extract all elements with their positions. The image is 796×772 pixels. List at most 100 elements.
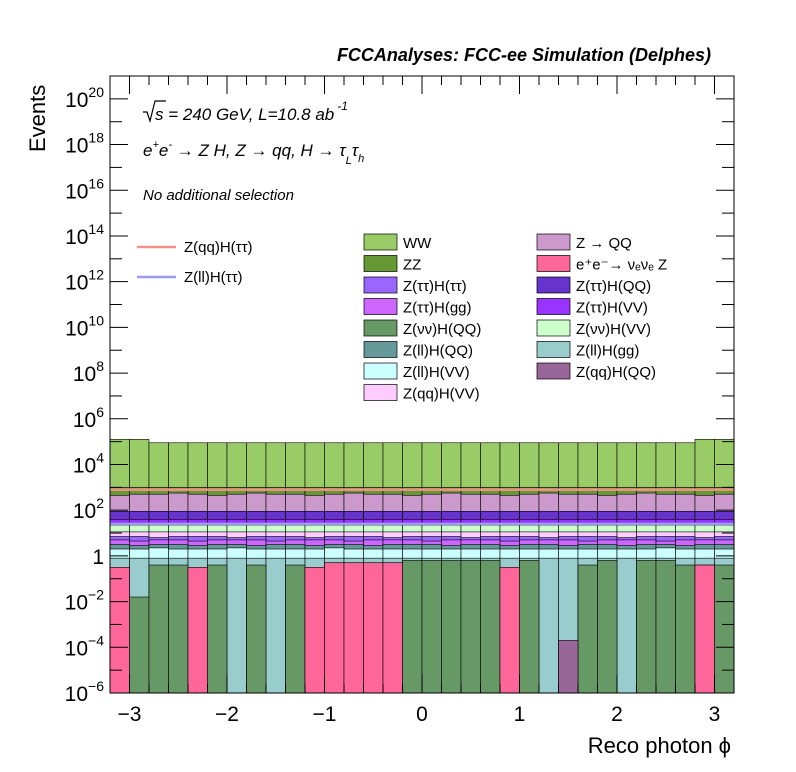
bar-e-e-z-bin-12 bbox=[343, 562, 364, 694]
legend-swatch-z-ll-h-gg bbox=[536, 341, 571, 358]
legend-label-z-h: Z(ττ)H(ττ) bbox=[403, 278, 467, 295]
svg-text:s = 240 GeV, L=10.8 ab-1: s = 240 GeV, L=10.8 ab -1 bbox=[155, 99, 348, 124]
selection-annotation: No additional selection bbox=[143, 187, 294, 204]
bar-z-h-qq-bin-7 bbox=[246, 564, 267, 694]
y-axis-label: Events bbox=[25, 85, 50, 152]
energy-annotation: s = 240 GeV, L=10.8 ab -1 bbox=[143, 99, 348, 124]
bar-z-h-qq-bin-31 bbox=[714, 564, 735, 694]
legend-label-z-qq-h-qq: Z(qq)H(QQ) bbox=[576, 364, 656, 381]
bar-z-h-qq-bin-9 bbox=[285, 564, 306, 694]
process-rest: → Z H, Z → qq, H → τ bbox=[172, 141, 347, 160]
x-tick-label: −3 bbox=[118, 703, 142, 726]
bar-e-e-z-bin-10 bbox=[304, 567, 325, 694]
bar-e-e-z-bin-4 bbox=[187, 567, 208, 694]
y-tick-label: 102 bbox=[73, 495, 104, 523]
legend-label-z-h-vv: Z(νν)H(VV) bbox=[576, 321, 651, 338]
bar-z-h-qq-bin-28 bbox=[655, 560, 676, 694]
bar-z-h-qq-bin-5 bbox=[207, 564, 228, 694]
legend-swatch-z-ll-h-vv bbox=[363, 362, 398, 380]
bar-z-h-qq-bin-19 bbox=[480, 560, 501, 694]
x-axis-label: Reco photon ϕ bbox=[588, 733, 731, 758]
legend-swatch-z-h-vv bbox=[536, 298, 571, 315]
legend-swatch-z-h-qq bbox=[536, 276, 571, 294]
bar-z-h-qq-bin-18 bbox=[460, 560, 481, 694]
x-tick-label: 1 bbox=[514, 703, 526, 726]
legend-swatch-z-qq-h-vv bbox=[363, 384, 398, 401]
svg-text:e+e- → Z H, Z → qq, H → τLτh: e+e- → Z H, Z → qq, H → τLτh bbox=[143, 139, 364, 167]
chart-title: FCCAnalyses: FCC-ee Simulation (Delphes) bbox=[337, 45, 711, 65]
energy-text: = 240 GeV, L=10.8 ab bbox=[164, 105, 335, 124]
bar-z-h-qq-bin-21 bbox=[519, 560, 540, 694]
y-tick-label: 10−4 bbox=[65, 632, 105, 660]
bar-z-h-qq-bin-3 bbox=[168, 564, 189, 694]
process-sub-h: h bbox=[358, 153, 364, 165]
legend-swatch-e-e-z bbox=[536, 255, 571, 272]
bar-z-ll-h-gg-bin-6 bbox=[226, 557, 247, 694]
y-tick-label: 10−2 bbox=[65, 587, 105, 615]
bar-z-h-qq-bin-16 bbox=[421, 560, 442, 694]
y-tick-label: 1012 bbox=[65, 267, 104, 295]
y-tick-label: 10−6 bbox=[65, 678, 105, 706]
legend-swatch-z-qq bbox=[536, 233, 571, 251]
legend-label-z-ll-h-vv: Z(ll)H(VV) bbox=[403, 364, 470, 381]
process-plus: + bbox=[152, 139, 159, 151]
energy-s: s bbox=[155, 105, 164, 124]
x-tick-label: −2 bbox=[215, 703, 239, 726]
bar-e-e-z-bin-20 bbox=[499, 567, 520, 694]
legend-label-ww: WW bbox=[403, 235, 432, 252]
legend-label-z-qq-h-vv: Z(qq)H(VV) bbox=[403, 386, 480, 403]
bar-e-e-z-bin-0 bbox=[109, 567, 130, 694]
bar-z-h-qq-bin-25 bbox=[597, 560, 618, 694]
bar-z-ll-h-gg-bin-22 bbox=[538, 557, 559, 694]
y-tick-label: 106 bbox=[73, 404, 104, 432]
legend-label-z-ll-h-qq: Z(ll)H(QQ) bbox=[403, 343, 473, 360]
legend-label-zz: ZZ bbox=[403, 257, 421, 274]
signal-legend: Z(qq)H(ττ) Z(ll)H(ττ) bbox=[137, 239, 253, 286]
y-tick-label: 1016 bbox=[65, 175, 104, 203]
histogram-stack bbox=[109, 439, 735, 694]
energy-exponent: -1 bbox=[337, 99, 348, 113]
bar-e-e-z-bin-13 bbox=[363, 562, 384, 694]
y-axis-ticks: 10−6 10−4 10−2 1 102 104 106 108 1010 1012 1014 101… bbox=[65, 75, 734, 706]
signal-legend-label: Z(qq)H(ττ) bbox=[184, 239, 253, 256]
legend-label-z-h-vv: Z(ττ)H(VV) bbox=[576, 300, 648, 317]
y-tick-label: 1018 bbox=[65, 130, 104, 158]
bar-z-h-qq-bin-29 bbox=[675, 564, 696, 694]
process-e1: e bbox=[143, 141, 152, 160]
bar-z-h-qq-bin-27 bbox=[636, 560, 657, 694]
background-legend: WW ZZ Z(ττ)H(ττ) Z(ττ)H(gg) Z(νν)H(QQ) Z(ll)H… bbox=[363, 233, 667, 403]
legend-swatch-z-h-qq bbox=[363, 319, 398, 337]
legend-label-z-h-gg: Z(ττ)H(gg) bbox=[403, 300, 472, 317]
process-annotation: e+e- → Z H, Z → qq, H → τLτh bbox=[143, 139, 364, 167]
x-tick-label: 2 bbox=[611, 703, 623, 726]
legend-label-z-h-qq: Z(ττ)H(QQ) bbox=[576, 278, 651, 295]
legend-swatch-z-h bbox=[363, 276, 398, 294]
bar-e-e-z-bin-30 bbox=[694, 564, 715, 694]
process-tau2: τ bbox=[352, 141, 360, 160]
process-sub-l: L bbox=[346, 155, 352, 167]
bar-z-ll-h-gg-bin-26 bbox=[616, 557, 637, 694]
legend-label-z-ll-h-gg: Z(ll)H(gg) bbox=[576, 343, 639, 360]
signal-legend-label: Z(ll)H(ττ) bbox=[184, 269, 243, 286]
legend-swatch-z-ll-h-qq bbox=[363, 341, 398, 358]
bar-z-ll-h-gg-bin-8 bbox=[265, 557, 286, 694]
bar-z-h-qq-bin-2 bbox=[148, 564, 169, 694]
legend-swatch-z-h-vv bbox=[536, 319, 571, 337]
bar-e-e-z-bin-14 bbox=[382, 562, 403, 694]
legend-label-z-qq: Z → QQ bbox=[576, 235, 632, 252]
y-tick-label: 1 bbox=[92, 546, 104, 569]
x-tick-label: 0 bbox=[416, 703, 428, 726]
y-tick-label: 108 bbox=[73, 358, 104, 386]
bar-z-h-qq-bin-17 bbox=[441, 560, 462, 694]
legend-label-z-h-qq: Z(νν)H(QQ) bbox=[403, 321, 481, 338]
bar-e-e-z-bin-11 bbox=[324, 562, 345, 694]
legend-swatch-z-h-gg bbox=[363, 298, 398, 315]
bar-z-h-qq-bin-24 bbox=[577, 564, 598, 694]
legend-swatch-zz bbox=[363, 255, 398, 272]
process-minus: - bbox=[168, 139, 172, 151]
bar-z-h-qq-bin-1 bbox=[129, 596, 150, 694]
process-e2: e bbox=[159, 141, 168, 160]
x-tick-label: −1 bbox=[313, 703, 337, 726]
bar-z-qq-h-qq-bin-23 bbox=[558, 640, 579, 694]
